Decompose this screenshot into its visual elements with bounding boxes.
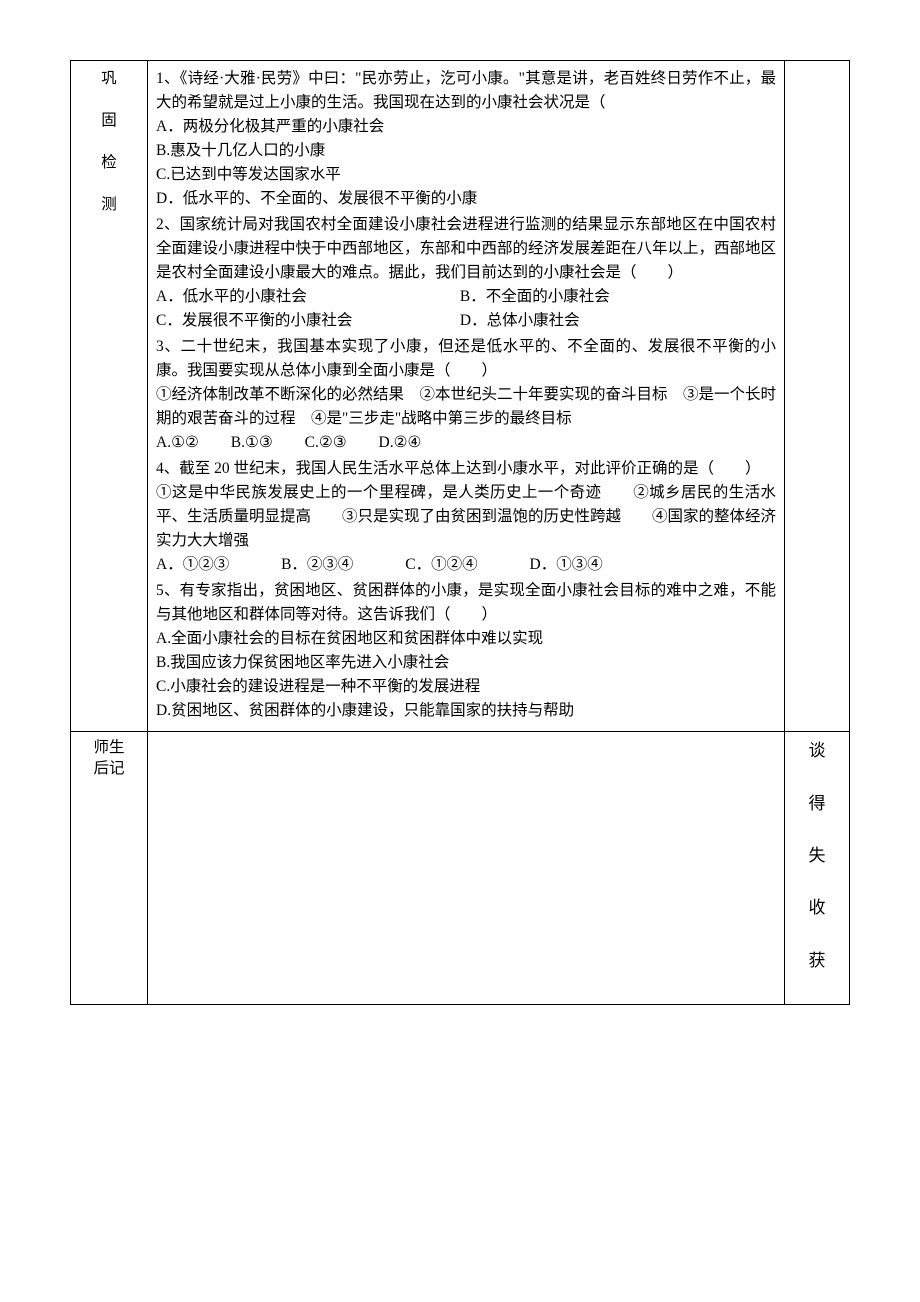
question-2: 2、国家统计局对我国农村全面建设小康社会进程进行监测的结果显示东部地区在中国农村…	[156, 213, 776, 333]
right-char: 失	[809, 843, 826, 869]
page-container: 巩 固 检 测 1、《诗经·大雅·民劳》中曰："民亦劳止，汔可小康。"其意是讲，…	[0, 0, 920, 1065]
side-right-empty-1	[785, 61, 850, 732]
side-label-gonggu-jiance: 巩 固 检 测	[71, 61, 148, 732]
q3-stmt: ①经济体制改革不断深化的必然结果 ②本世纪头二十年要实现的奋斗目标 ③是一个长时…	[156, 383, 776, 431]
q3-stem: 3、二十世纪末，我国基本实现了小康，但还是低水平的、不全面的、发展很不平衡的小康…	[156, 335, 776, 383]
q2-opt-a: A．低水平的小康社会	[156, 285, 456, 309]
question-3: 3、二十世纪末，我国基本实现了小康，但还是低水平的、不全面的、发展很不平衡的小康…	[156, 335, 776, 455]
label-char: 检	[101, 151, 117, 175]
q1-opt-c: C.已达到中等发达国家水平	[156, 163, 776, 187]
label-char: 记	[109, 760, 125, 777]
right-char: 得	[809, 791, 826, 817]
q4-opt-b: B．②③④	[281, 553, 353, 577]
q3-opt-d: D.②④	[379, 431, 422, 455]
q1-stem: 1、《诗经·大雅·民劳》中曰："民亦劳止，汔可小康。"其意是讲，老百姓终日劳作不…	[156, 67, 776, 115]
question-1: 1、《诗经·大雅·民劳》中曰："民亦劳止，汔可小康。"其意是讲，老百姓终日劳作不…	[156, 67, 776, 211]
question-4: 4、截至 20 世纪末，我国人民生活水平总体上达到小康水平，对此评价正确的是（ …	[156, 457, 776, 577]
q5-opt-b: B.我国应该力保贫困地区率先进入小康社会	[156, 651, 776, 675]
q4-opt-d: D．①③④	[530, 553, 603, 577]
q1-opt-d: D．低水平的、不全面的、发展很不平衡的小康	[156, 187, 776, 211]
q2-opts-row2: C．发展很不平衡的小康社会 D．总体小康社会	[156, 309, 776, 333]
q2-opt-b: B．不全面的小康社会	[460, 288, 610, 305]
q4-stmt: ①这是中华民族发展史上的一个里程碑，是人类历史上一个奇迹 ②城乡居民的生活水平、…	[156, 481, 776, 553]
q5-opt-a: A.全面小康社会的目标在贫困地区和贫困群体中难以实现	[156, 627, 776, 651]
row-shisheng-houji: 师生 后记 谈 得 失 收 获	[71, 732, 850, 1005]
row-gonggu-jiance: 巩 固 检 测 1、《诗经·大雅·民劳》中曰："民亦劳止，汔可小康。"其意是讲，…	[71, 61, 850, 732]
label-char: 固	[101, 109, 117, 133]
q2-stem: 2、国家统计局对我国农村全面建设小康社会进程进行监测的结果显示东部地区在中国农村…	[156, 213, 776, 285]
q3-opt-c: C.②③	[305, 431, 347, 455]
q5-opt-d: D.贫困地区、贫困群体的小康建设，只能靠国家的扶持与帮助	[156, 699, 776, 723]
q3-opt-b: B.①③	[231, 431, 273, 455]
label-char: 后	[93, 760, 109, 777]
content-gonggu-jiance: 1、《诗经·大雅·民劳》中曰："民亦劳止，汔可小康。"其意是讲，老百姓终日劳作不…	[148, 61, 785, 732]
label-char: 生	[109, 739, 125, 756]
right-char: 谈	[809, 738, 826, 764]
q4-stem: 4、截至 20 世纪末，我国人民生活水平总体上达到小康水平，对此评价正确的是（ …	[156, 457, 776, 481]
q5-stem: 5、有专家指出，贫困地区、贫困群体的小康，是实现全面小康社会目标的难中之难，不能…	[156, 579, 776, 627]
q4-opt-a: A．①②③	[156, 553, 229, 577]
q5-opt-c: C.小康社会的建设进程是一种不平衡的发展进程	[156, 675, 776, 699]
label-char: 师	[93, 739, 109, 756]
q3-opt-a: A.①②	[156, 431, 199, 455]
q2-opts-row1: A．低水平的小康社会 B．不全面的小康社会	[156, 285, 776, 309]
q2-opt-d: D．总体小康社会	[460, 312, 580, 329]
q1-opt-a: A．两极分化极其严重的小康社会	[156, 115, 776, 139]
side-right-tandeshi: 谈 得 失 收 获	[785, 732, 850, 1005]
q3-opts: A.①② B.①③ C.②③ D.②④	[156, 431, 776, 455]
side-label-shisheng-houji: 师生 后记	[71, 732, 148, 1005]
q1-opt-b: B.惠及十几亿人口的小康	[156, 139, 776, 163]
right-char: 获	[809, 948, 826, 974]
right-char: 收	[809, 895, 826, 921]
q4-opt-c: C．①②④	[405, 553, 477, 577]
q2-opt-c: C．发展很不平衡的小康社会	[156, 309, 456, 333]
label-char: 测	[101, 193, 117, 217]
label-char: 巩	[101, 67, 117, 91]
content-shisheng-houji	[148, 732, 785, 1005]
question-5: 5、有专家指出，贫困地区、贫困群体的小康，是实现全面小康社会目标的难中之难，不能…	[156, 579, 776, 723]
q4-opts: A．①②③ B．②③④ C．①②④ D．①③④	[156, 553, 776, 577]
main-table: 巩 固 检 测 1、《诗经·大雅·民劳》中曰："民亦劳止，汔可小康。"其意是讲，…	[70, 60, 850, 1005]
